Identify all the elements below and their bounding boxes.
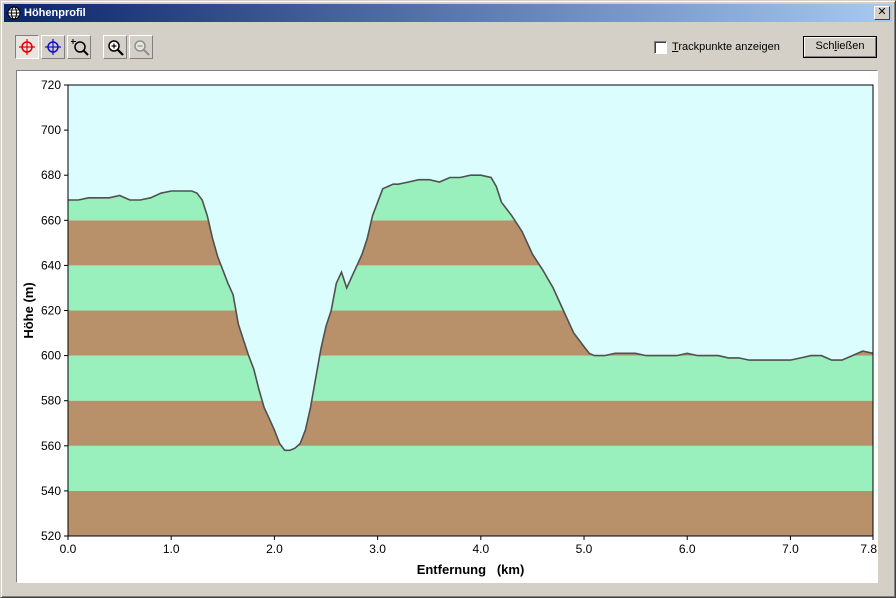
zoom-in-button[interactable] xyxy=(103,35,127,59)
zoom-out-button[interactable] xyxy=(129,35,153,59)
trackpoints-checkbox[interactable] xyxy=(654,41,667,54)
y-axis-title: Höhe (m) xyxy=(21,282,36,338)
x-tick-label: 2.0 xyxy=(266,542,283,556)
elevation-band xyxy=(68,355,873,401)
y-tick-label: 580 xyxy=(41,394,61,408)
y-tick-label: 720 xyxy=(41,78,61,92)
x-tick-label: 7.8 xyxy=(860,542,877,556)
x-axis-title: Entfernung (km) xyxy=(417,562,525,577)
y-tick-label: 520 xyxy=(41,529,61,543)
close-button[interactable]: Schließen xyxy=(803,36,877,58)
y-tick-label: 640 xyxy=(41,258,61,272)
x-tick-label: 0.0 xyxy=(60,542,77,556)
elevation-band xyxy=(68,400,873,446)
y-tick-label: 540 xyxy=(41,484,61,498)
x-tick-label: 1.0 xyxy=(163,542,180,556)
crosshair-blue-icon xyxy=(45,39,61,55)
x-tick-label: 4.0 xyxy=(472,542,489,556)
y-tick-label: 560 xyxy=(41,439,61,453)
globe-icon xyxy=(7,6,21,20)
chart-axes: 520 540 560 580 600 620 640 660 680 700 720 0.0 1.0 2… xyxy=(41,78,877,556)
y-tick-label: 600 xyxy=(41,349,61,363)
y-tick-label: 620 xyxy=(41,304,61,318)
window-close-button[interactable]: ✕ xyxy=(874,6,890,20)
x-tick-label: 7.0 xyxy=(782,542,799,556)
x-tick-label: 5.0 xyxy=(576,542,593,556)
select-blue-crosshair-button[interactable] xyxy=(41,35,65,59)
chart-panel: 520 540 560 580 600 620 640 660 680 700 720 0.0 1.0 2… xyxy=(16,70,878,583)
zoom-in-icon xyxy=(108,40,124,56)
y-tick-label: 680 xyxy=(41,168,61,182)
close-icon: ✕ xyxy=(877,6,887,18)
elevation-chart[interactable]: 520 540 560 580 600 620 640 660 680 700 720 0.0 1.0 2… xyxy=(17,71,877,582)
y-tick-label: 700 xyxy=(41,123,61,137)
x-tick-label: 3.0 xyxy=(369,542,386,556)
profile-layer xyxy=(67,174,874,452)
elevation-band xyxy=(68,445,873,491)
y-tick-label: 660 xyxy=(41,213,61,227)
crosshair-red-icon xyxy=(19,39,35,55)
title-bar[interactable]: Höhenprofil ✕ xyxy=(4,4,892,22)
close-button-label: Schließen xyxy=(815,40,865,52)
trackpoints-label[interactable]: Trackpunkte anzeigen xyxy=(672,41,780,53)
elevation-band xyxy=(68,490,873,536)
window-title: Höhenprofil xyxy=(24,7,86,19)
zoom-out-icon xyxy=(134,40,150,56)
zoom-region-button[interactable] xyxy=(67,35,91,59)
profile-line xyxy=(67,174,874,452)
zoom-region-icon xyxy=(71,39,89,56)
x-tick-label: 6.0 xyxy=(679,542,696,556)
close-button-face xyxy=(804,37,876,57)
select-red-crosshair-button[interactable] xyxy=(15,35,39,59)
